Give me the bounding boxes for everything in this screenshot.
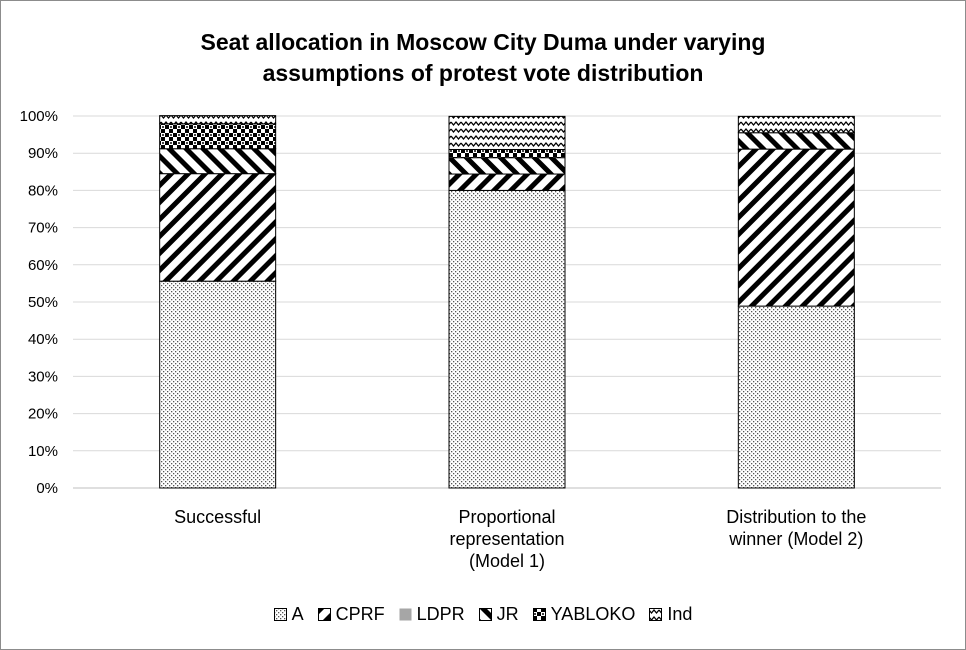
y-tick-label: 40% [28, 331, 58, 348]
bar-segment-a [159, 280, 277, 489]
bar-segment-a [448, 189, 566, 489]
y-tick-label: 30% [28, 368, 58, 385]
bar-segment-cprf [448, 173, 566, 191]
bar-segment-cprf [159, 173, 277, 282]
legend-swatch [478, 608, 492, 621]
y-tick-label: 60% [28, 257, 58, 274]
legend-swatch [532, 608, 546, 621]
legend-label: A [291, 604, 304, 624]
legend-label: Ind [667, 604, 693, 624]
y-tick-label: 50% [28, 294, 58, 311]
y-tick-label: 100% [20, 108, 58, 125]
x-category-label: Distribution to the winner (Model 2) [726, 507, 866, 549]
bar-segment-cprf [737, 148, 855, 307]
legend-item-jr: JR [478, 604, 519, 625]
bar-segment-yabloko [159, 123, 277, 150]
legend-swatch [273, 608, 287, 621]
legend-item-ldpr: LDPR [399, 604, 465, 625]
y-tick-label: 10% [28, 443, 58, 460]
legend-swatch [317, 608, 331, 621]
chart-title: Seat allocation in Moscow City Duma unde… [200, 29, 766, 86]
bar-segment-ind [448, 115, 566, 150]
legend-label: CPRF [335, 604, 385, 624]
y-tick-label: 90% [28, 145, 58, 162]
legend-item-cprf: CPRF [317, 604, 385, 625]
bar-segment-jr [737, 132, 855, 150]
legend-label: LDPR [416, 604, 465, 624]
bar-segment-a [737, 305, 855, 489]
y-tick-label: 70% [28, 220, 58, 237]
legend-item-a: A [273, 604, 304, 625]
chart-legend: A CPRF LDPR JR YABLOKO Ind [1, 604, 965, 625]
bar-segment-jr [159, 148, 277, 175]
legend-swatch [649, 608, 663, 621]
bar-segment-yabloko [448, 148, 566, 159]
legend-label: YABLOKO [550, 604, 636, 624]
legend-item-yabloko: YABLOKO [532, 604, 636, 625]
y-tick-label: 0% [36, 480, 58, 497]
x-category-label: Proportional representation (Model 1) [449, 507, 564, 571]
bar-segment-ind [737, 115, 855, 134]
legend-item-ind: Ind [649, 604, 692, 625]
chart-plot-area: 0% 10% 20% 30% 40% 50% 60% 70% 80% 90% 100% Success… [20, 108, 941, 571]
legend-label: JR [496, 604, 519, 624]
legend-swatch [399, 608, 412, 621]
y-tick-label: 80% [28, 182, 58, 199]
y-tick-label: 20% [28, 406, 58, 423]
bar-segment-jr [448, 157, 566, 175]
bar-segment-ind [159, 115, 277, 125]
x-category-label: Successful [174, 507, 261, 527]
